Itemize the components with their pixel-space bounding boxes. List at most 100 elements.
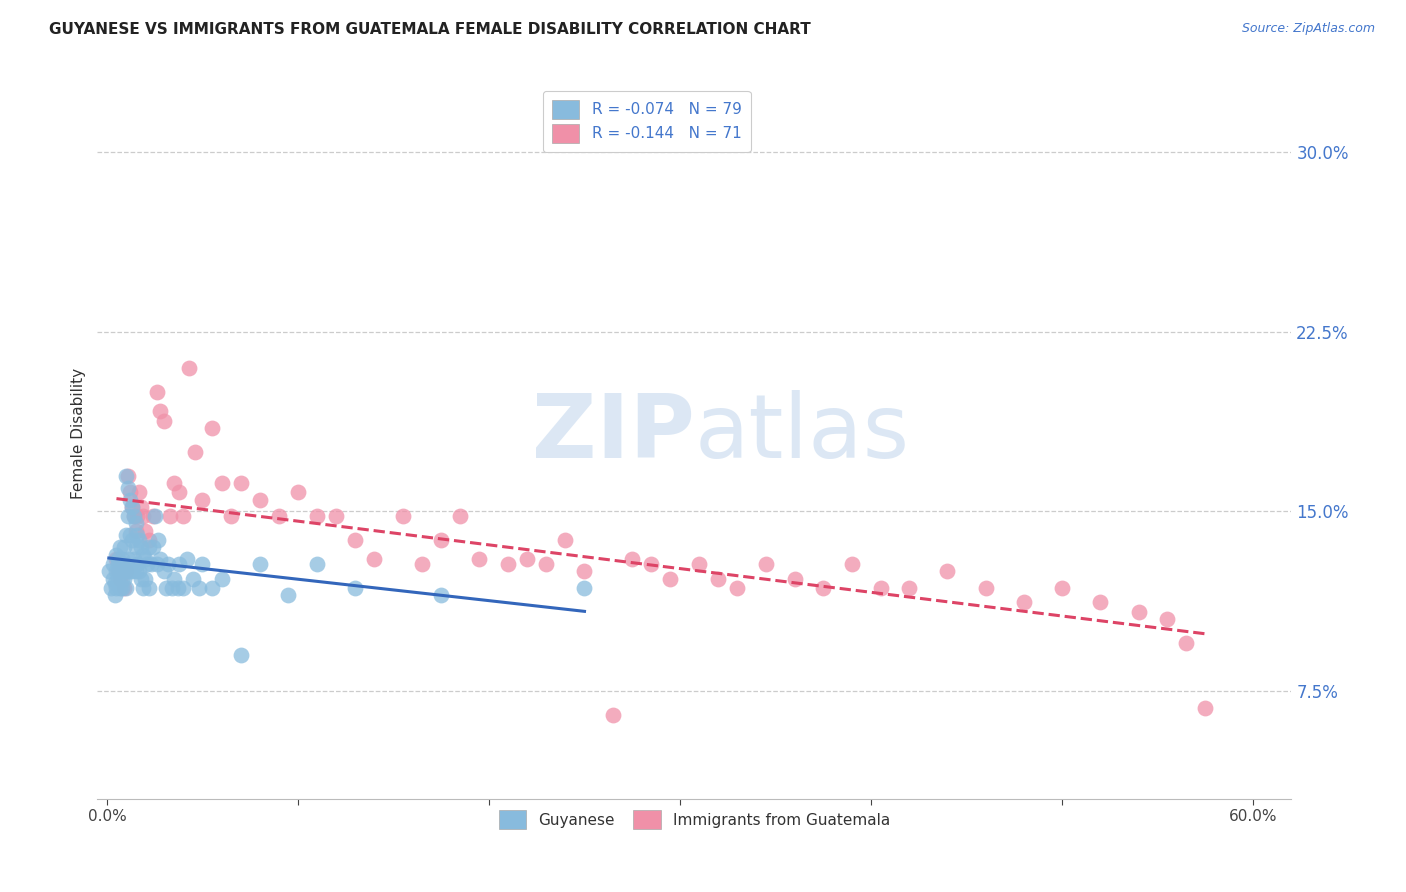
Point <box>145 384 167 399</box>
Point <box>117 481 139 495</box>
Point <box>1194 701 1216 715</box>
Point <box>325 509 347 524</box>
Point <box>103 588 125 602</box>
Point <box>554 533 576 548</box>
Point <box>112 541 135 555</box>
Point <box>103 576 125 591</box>
Point <box>111 557 134 571</box>
Point <box>219 509 242 524</box>
Point <box>249 492 271 507</box>
Point <box>430 588 453 602</box>
Point <box>105 548 128 562</box>
Point <box>898 581 921 595</box>
Point <box>166 581 188 595</box>
Legend: Guyanese, Immigrants from Guatemala: Guyanese, Immigrants from Guatemala <box>492 805 896 835</box>
Point <box>110 581 132 595</box>
Point <box>107 565 129 579</box>
Point <box>112 572 135 586</box>
Point <box>191 492 214 507</box>
Point <box>111 552 134 566</box>
Point <box>134 572 156 586</box>
Point <box>118 528 141 542</box>
Text: ZIP: ZIP <box>531 390 695 477</box>
Point <box>159 509 181 524</box>
Point <box>127 509 149 524</box>
Point <box>305 509 328 524</box>
Point <box>121 500 143 514</box>
Point <box>132 548 155 562</box>
Point <box>1156 612 1178 626</box>
Point <box>115 528 138 542</box>
Point <box>1050 581 1073 595</box>
Point <box>468 552 491 566</box>
Point <box>153 413 176 427</box>
Point <box>363 552 385 566</box>
Point <box>755 557 778 571</box>
Point <box>157 557 180 571</box>
Point <box>100 581 122 595</box>
Point <box>688 557 710 571</box>
Point <box>841 557 863 571</box>
Point <box>121 565 143 579</box>
Point <box>138 533 160 548</box>
Point <box>305 557 328 571</box>
Point <box>110 572 132 586</box>
Point <box>496 557 519 571</box>
Y-axis label: Female Disability: Female Disability <box>72 368 86 500</box>
Point <box>124 524 146 538</box>
Point <box>132 581 155 595</box>
Point <box>191 557 214 571</box>
Point <box>134 552 156 566</box>
Point <box>574 565 596 579</box>
Text: Source: ZipAtlas.com: Source: ZipAtlas.com <box>1241 22 1375 36</box>
Point <box>129 541 152 555</box>
Point <box>169 485 191 500</box>
Point <box>936 565 959 579</box>
Point <box>138 541 160 555</box>
Text: atlas: atlas <box>695 390 910 477</box>
Point <box>129 572 152 586</box>
Point <box>122 552 145 566</box>
Point <box>172 581 194 595</box>
Point <box>149 552 172 566</box>
Point <box>148 533 170 548</box>
Point <box>163 475 186 490</box>
Point <box>169 557 191 571</box>
Point <box>122 509 145 524</box>
Point <box>640 557 662 571</box>
Point <box>411 557 433 571</box>
Point <box>201 581 224 595</box>
Point <box>201 420 224 434</box>
Point <box>621 552 644 566</box>
Point <box>97 565 120 579</box>
Point <box>107 552 129 566</box>
Point <box>344 533 367 548</box>
Point <box>172 509 194 524</box>
Point <box>111 572 134 586</box>
Point <box>128 485 150 500</box>
Point <box>124 565 146 579</box>
Point <box>132 509 155 524</box>
Point <box>176 552 198 566</box>
Point <box>1128 605 1150 619</box>
Point <box>344 581 367 595</box>
Point <box>124 516 146 531</box>
Point <box>110 541 132 555</box>
Point <box>574 581 596 595</box>
Point <box>153 565 176 579</box>
Point <box>725 581 748 595</box>
Point <box>430 533 453 548</box>
Point <box>105 581 128 595</box>
Point <box>211 475 233 490</box>
Point <box>124 541 146 555</box>
Point <box>516 552 538 566</box>
Point <box>249 557 271 571</box>
Point <box>602 708 624 723</box>
Point <box>107 572 129 586</box>
Point <box>142 509 165 524</box>
Point <box>112 557 135 571</box>
Point <box>117 468 139 483</box>
Point <box>974 581 997 595</box>
Point <box>163 572 186 586</box>
Point <box>1175 636 1198 650</box>
